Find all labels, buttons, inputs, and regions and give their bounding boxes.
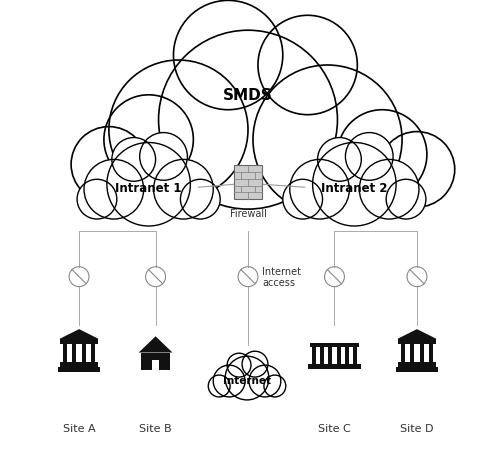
Text: Firewall: Firewall bbox=[230, 209, 266, 219]
Circle shape bbox=[264, 375, 286, 397]
Bar bbox=[401, 344, 405, 362]
Text: Internet: Internet bbox=[223, 375, 271, 385]
Polygon shape bbox=[59, 329, 99, 339]
Circle shape bbox=[290, 160, 350, 220]
Bar bbox=[72, 344, 76, 362]
Circle shape bbox=[107, 143, 190, 226]
Polygon shape bbox=[397, 329, 437, 339]
Circle shape bbox=[140, 133, 188, 181]
Text: Internet
access: Internet access bbox=[262, 266, 301, 288]
Circle shape bbox=[71, 127, 146, 202]
Bar bbox=[328, 347, 332, 364]
Circle shape bbox=[242, 351, 268, 377]
Circle shape bbox=[158, 31, 338, 210]
Circle shape bbox=[213, 365, 245, 397]
Bar bbox=[429, 344, 433, 362]
Circle shape bbox=[253, 66, 402, 215]
Bar bbox=[63, 344, 67, 362]
Circle shape bbox=[154, 160, 213, 220]
Circle shape bbox=[174, 1, 283, 110]
Text: Site C: Site C bbox=[318, 423, 351, 433]
Bar bbox=[396, 367, 438, 372]
Bar bbox=[336, 347, 340, 364]
Circle shape bbox=[318, 138, 362, 182]
Bar bbox=[82, 344, 86, 362]
Circle shape bbox=[180, 180, 220, 220]
Text: Site A: Site A bbox=[62, 423, 96, 433]
Circle shape bbox=[104, 96, 194, 185]
Text: Intranet 2: Intranet 2 bbox=[321, 181, 388, 194]
Circle shape bbox=[84, 160, 144, 220]
Text: Intranet 1: Intranet 1 bbox=[116, 181, 182, 194]
Circle shape bbox=[208, 375, 230, 397]
Circle shape bbox=[379, 132, 454, 207]
Circle shape bbox=[360, 160, 419, 220]
Circle shape bbox=[283, 180, 323, 220]
Circle shape bbox=[249, 365, 281, 397]
Bar bbox=[140, 353, 170, 370]
Circle shape bbox=[346, 133, 393, 181]
Bar bbox=[310, 343, 360, 347]
Bar bbox=[58, 367, 100, 372]
Bar bbox=[60, 339, 98, 344]
Bar bbox=[308, 364, 362, 369]
Bar bbox=[91, 344, 95, 362]
Text: SMDS: SMDS bbox=[223, 88, 273, 103]
Bar bbox=[398, 362, 436, 367]
Bar bbox=[354, 347, 358, 364]
Bar bbox=[410, 344, 414, 362]
Circle shape bbox=[312, 143, 396, 226]
Circle shape bbox=[112, 138, 156, 182]
Circle shape bbox=[338, 110, 427, 200]
Bar bbox=[345, 347, 349, 364]
Circle shape bbox=[227, 354, 251, 377]
Circle shape bbox=[225, 356, 269, 400]
Text: Site D: Site D bbox=[400, 423, 434, 433]
Circle shape bbox=[77, 180, 117, 220]
Bar bbox=[60, 362, 98, 367]
Bar bbox=[234, 166, 262, 200]
Polygon shape bbox=[138, 336, 172, 353]
Circle shape bbox=[386, 180, 426, 220]
Bar bbox=[398, 339, 436, 344]
Circle shape bbox=[109, 61, 248, 200]
Bar bbox=[152, 360, 159, 370]
Bar bbox=[420, 344, 424, 362]
Circle shape bbox=[258, 16, 358, 115]
Bar bbox=[320, 347, 324, 364]
Text: Site B: Site B bbox=[140, 423, 172, 433]
Bar bbox=[312, 347, 316, 364]
